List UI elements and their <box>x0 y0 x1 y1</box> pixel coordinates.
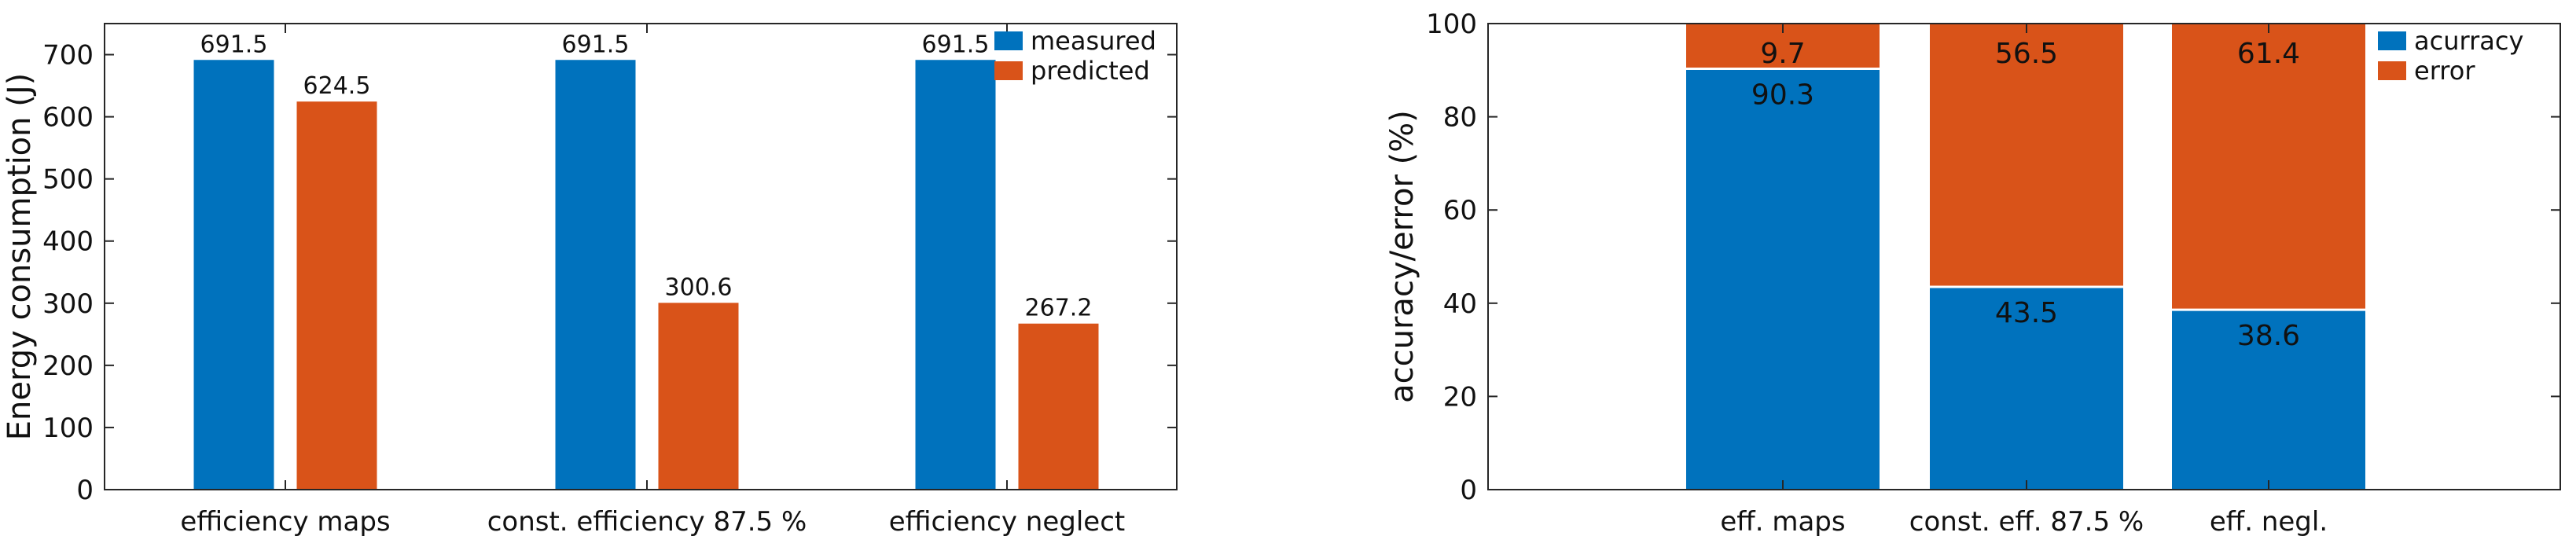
data-label-measured-2: 691.5 <box>562 31 630 58</box>
legend-swatch-error <box>2378 61 2406 80</box>
data-label-error-1: 9.7 <box>1760 38 1805 70</box>
legend-swatch-predicted <box>994 61 1023 80</box>
y-tick-label: 200 <box>42 351 94 382</box>
bar-acurracy-3 <box>2172 310 2365 490</box>
data-label-error-3: 61.4 <box>2237 38 2300 70</box>
bar-measured-1 <box>193 60 274 490</box>
bar-acurracy-1 <box>1686 68 1880 490</box>
data-label-acurracy-1: 90.3 <box>1751 79 1814 112</box>
plot-area-frame <box>104 23 1178 490</box>
legend-label-predicted: predicted <box>1031 56 1150 86</box>
bar-measured-2 <box>555 60 636 490</box>
x-tick-label: eff. maps <box>1720 506 1845 538</box>
data-label-predicted-3: 267.2 <box>1025 295 1093 322</box>
y-tick-label: 500 <box>42 164 94 196</box>
legend-swatch-measured <box>994 31 1023 50</box>
legend-label-measured: measured <box>1031 26 1156 56</box>
data-label-predicted-1: 624.5 <box>303 72 371 100</box>
plot-area-frame <box>1487 23 2561 490</box>
bar-error-2 <box>1930 24 2123 288</box>
y-tick-label: 0 <box>76 475 94 506</box>
legend-label-acurracy: acurracy <box>2414 26 2523 56</box>
chart-1: 691.5 624.5 691.5 300.6 691.5 267.2 0 100 200 300… <box>2 23 1178 538</box>
bar-predicted-1 <box>296 101 377 490</box>
data-label-acurracy-3: 38.6 <box>2237 320 2300 352</box>
bar-predicted-3 <box>1018 323 1099 490</box>
y-axis-label: accuracy/error (%) <box>1384 110 1420 403</box>
data-label-predicted-2: 300.6 <box>665 274 733 301</box>
y-tick-label: 300 <box>42 288 94 320</box>
x-tick-label: const. eff. 87.5 % <box>1909 506 2144 538</box>
y-tick-label: 100 <box>1426 9 1477 40</box>
y-tick-label: 0 <box>1460 475 1477 506</box>
y-tick-label: 80 <box>1443 102 1477 134</box>
data-label-measured-1: 691.5 <box>200 31 268 58</box>
y-tick-label: 60 <box>1443 195 1477 226</box>
chart-2: 90.3 9.7 43.5 56.5 38.6 61.4 0 20 40 60 80 100 eff. … <box>1384 9 2561 538</box>
y-tick-label: 700 <box>42 40 94 72</box>
x-tick-label: efficiency neglect <box>889 506 1125 538</box>
legend-label-error: error <box>2414 56 2475 86</box>
y-axis-label: Energy consumption (J) <box>2 73 38 440</box>
x-tick-label: eff. negl. <box>2210 506 2328 538</box>
bar-predicted-2 <box>658 303 739 490</box>
bar-acurracy-2 <box>1930 287 2123 490</box>
x-tick-label: const. efficiency 87.5 % <box>487 506 807 538</box>
data-label-error-2: 56.5 <box>1995 38 2058 70</box>
bar-measured-3 <box>915 60 996 490</box>
y-tick-label: 600 <box>42 102 94 134</box>
y-tick-label: 20 <box>1443 381 1477 413</box>
data-label-measured-3: 691.5 <box>922 31 990 58</box>
x-tick-label: efficiency maps <box>180 506 390 538</box>
data-label-acurracy-2: 43.5 <box>1995 297 2058 329</box>
legend-swatch-acurracy <box>2378 31 2406 50</box>
y-tick-label: 40 <box>1443 288 1477 320</box>
y-tick-label: 400 <box>42 226 94 258</box>
y-tick-label: 100 <box>42 413 94 444</box>
bar-error-3 <box>2172 24 2365 310</box>
